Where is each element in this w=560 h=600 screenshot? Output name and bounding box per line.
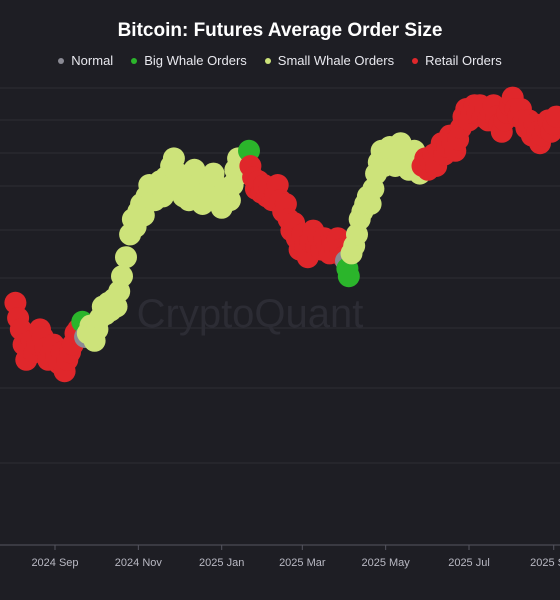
legend-marker-big-whale [131,57,138,64]
legend-marker-small-whale [264,57,271,64]
x-tick-label: 2024 Nov [115,557,163,569]
data-points [4,86,560,383]
legend-item-retail[interactable]: Retail Orders [412,53,502,68]
x-axis-ticks: 2024 Sep 2024 Nov 2025 Jan 2025 Mar 2025 May… [31,545,560,569]
chart-title: Bitcoin: Futures Average Order Size [117,20,443,41]
legend-label-retail: Retail Orders [425,53,502,68]
x-tick-label: 2024 Sep [31,557,78,569]
data-point [132,204,155,227]
data-point [111,265,133,288]
x-tick-label: 2025 Mar [279,557,326,569]
watermark: CryptoQuant [137,292,364,336]
data-point [115,246,137,269]
legend-item-normal[interactable]: Normal [58,53,113,68]
legend-marker-retail [412,57,419,64]
x-tick-label: 2025 Jul [448,557,490,569]
legend-marker-normal [58,57,65,64]
legend-item-big-whale[interactable]: Big Whale Orders [131,53,247,68]
x-tick-label: 2025 May [361,557,410,569]
legend-label-small-whale: Small Whale Orders [277,53,395,68]
legend: Normal Big Whale Orders Small Whale Orde… [0,53,560,68]
x-tick-label: 2025 Sep [530,557,560,569]
grid-lines [0,87,560,464]
legend-item-small-whale[interactable]: Small Whale Orders [264,53,395,68]
data-point [545,105,560,128]
data-point [337,265,360,288]
legend-label-normal: Normal [71,53,114,68]
x-tick-label: 2025 Jan [199,557,244,569]
legend-label-big-whale: Big Whale Orders [144,53,247,68]
